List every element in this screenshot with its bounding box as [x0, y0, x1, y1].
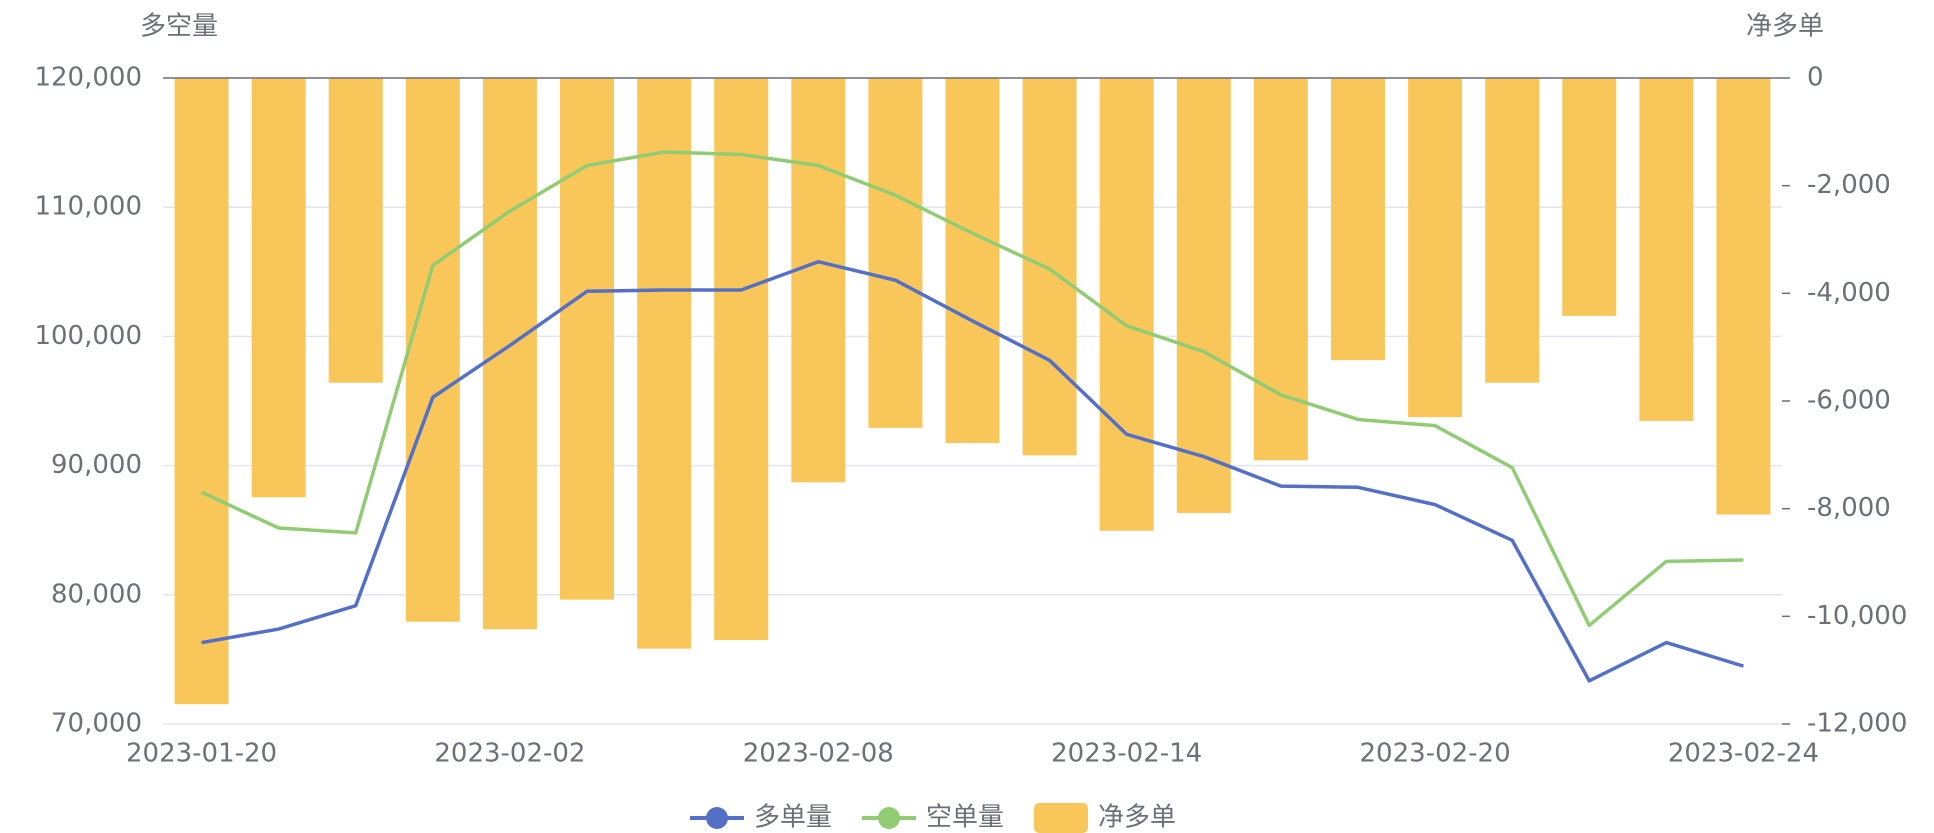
- y-tick-label: 110,000: [34, 192, 142, 222]
- y2-tick-label: -8,000: [1807, 493, 1891, 523]
- bar: [405, 78, 460, 622]
- y2-tick-label: -4,000: [1807, 278, 1891, 308]
- legend-label: 净多单: [1098, 803, 1176, 833]
- bar: [1639, 78, 1694, 421]
- bar: [1408, 78, 1463, 418]
- line-series: [201, 259, 1744, 683]
- bar: [1485, 78, 1540, 383]
- legend-label: 多单量: [754, 803, 832, 833]
- bar: [1253, 78, 1308, 461]
- bar: [868, 78, 923, 428]
- y2-tick-label: -6,000: [1807, 386, 1891, 416]
- x-tick-label: 2023-02-14: [1051, 739, 1202, 769]
- line-series: [200, 150, 1744, 628]
- x-tick-label: 2023-02-20: [1360, 739, 1511, 769]
- bar: [482, 78, 537, 630]
- legend-marker: [878, 807, 901, 829]
- bar: [714, 78, 769, 641]
- bar: [1716, 78, 1771, 515]
- bar: [328, 78, 383, 383]
- bar: [945, 78, 1000, 443]
- bar: [791, 78, 846, 483]
- bar: [637, 78, 692, 649]
- legend-swatch: [1034, 803, 1089, 833]
- y2-tick-label: -10,000: [1807, 601, 1907, 631]
- y-tick-label: 70,000: [51, 709, 142, 739]
- y-tick-label: 80,000: [51, 579, 142, 609]
- y2-axis-title: 净多单: [1746, 12, 1824, 42]
- y-tick-label: 90,000: [51, 450, 142, 480]
- x-tick-label: 2023-01-20: [126, 739, 277, 769]
- bar: [1176, 78, 1231, 513]
- y2-tick-label: -12,000: [1807, 709, 1907, 739]
- legend-marker: [706, 807, 728, 829]
- bar: [560, 78, 615, 600]
- bar: [251, 78, 306, 498]
- y2-tick-label: -2,000: [1807, 170, 1891, 200]
- bar: [1099, 78, 1154, 531]
- y-tick-label: 120,000: [34, 63, 142, 93]
- y2-tick-label: 0: [1807, 63, 1824, 93]
- x-tick-label: 2023-02-24: [1668, 739, 1819, 769]
- bar: [1562, 78, 1617, 316]
- bar: [174, 78, 229, 705]
- x-tick-label: 2023-02-02: [434, 739, 585, 769]
- x-tick-label: 2023-02-08: [743, 739, 894, 769]
- y-tick-label: 100,000: [34, 321, 142, 351]
- bar: [1330, 78, 1385, 361]
- legend-label: 空单量: [926, 803, 1004, 833]
- bar: [1022, 78, 1077, 456]
- y-axis-title: 多空量: [140, 12, 218, 42]
